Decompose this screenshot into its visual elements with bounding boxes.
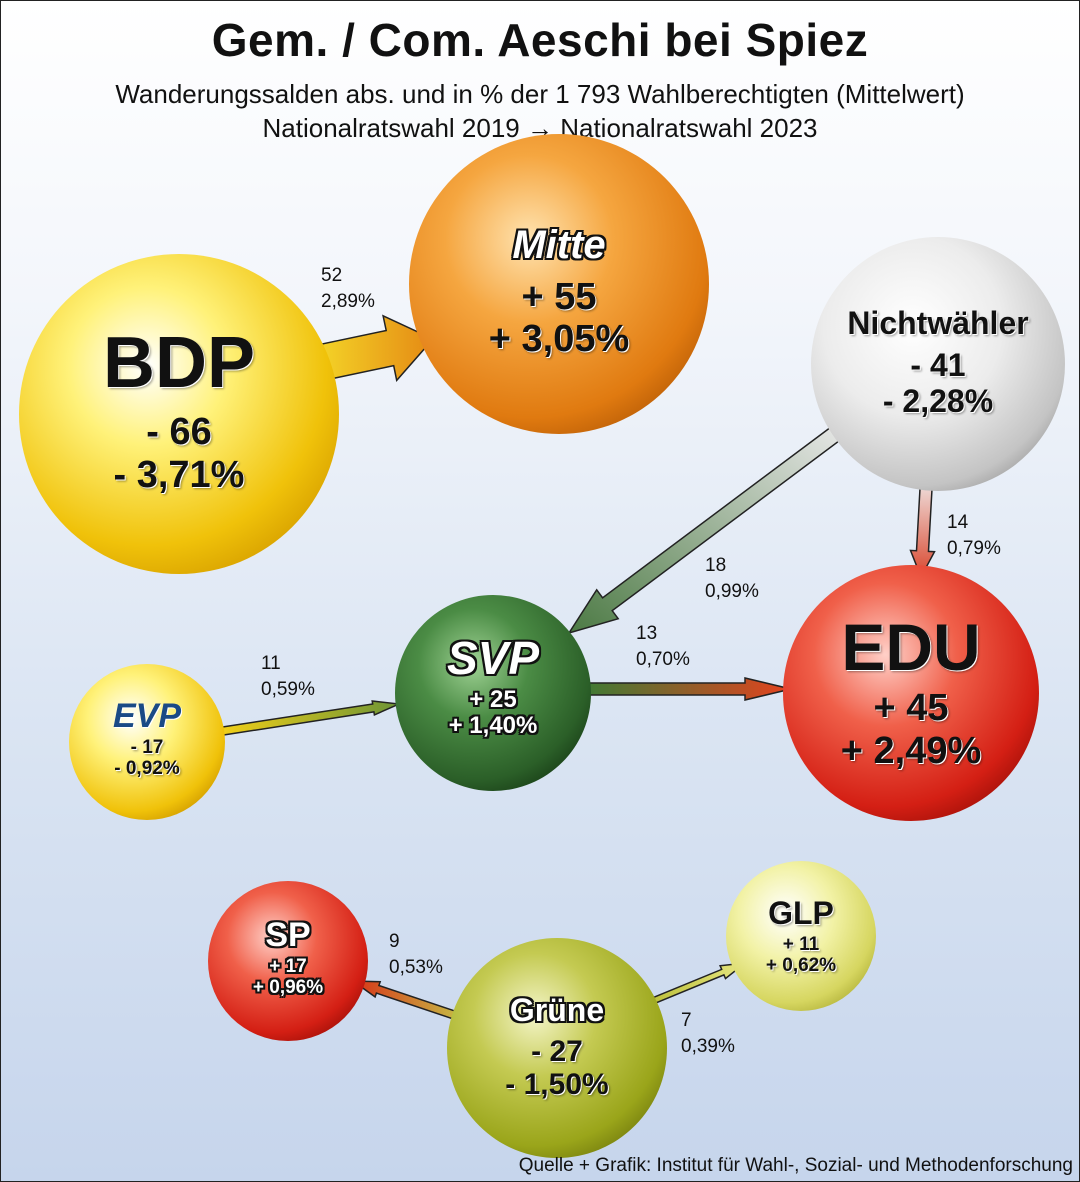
flow-bdp-mitte-pct: 2,89% bbox=[321, 291, 375, 312]
flow-evp-svp-abs: 11 bbox=[261, 653, 281, 674]
node-sp-abs: + 17 bbox=[269, 956, 307, 978]
node-gruene-pct: - 1,50% bbox=[505, 1068, 609, 1102]
node-edu-name: EDU bbox=[841, 610, 981, 684]
bubble-sp bbox=[208, 881, 368, 1041]
node-evp-abs: - 17 bbox=[130, 737, 164, 759]
node-nichtwaehler: Nichtwähler - 41 - 2,28% bbox=[811, 305, 1065, 419]
flow-label-nw-edu: 14 0,79% bbox=[947, 510, 1001, 562]
flow-arrow-gruene-sp bbox=[350, 980, 469, 1024]
flow-label-evp-svp: 11 0,59% bbox=[261, 651, 315, 703]
flow-gruene-sp-abs: 9 bbox=[389, 931, 400, 952]
flow-gruene-glp-pct: 0,39% bbox=[681, 1036, 735, 1057]
flow-arrow-evp-svp bbox=[221, 700, 402, 736]
node-nichtwaehler-abs: - 41 bbox=[910, 346, 966, 383]
page-title: Gem. / Com. Aeschi bei Spiez bbox=[211, 14, 869, 66]
bubble-evp bbox=[69, 664, 225, 820]
node-bdp-abs: - 66 bbox=[146, 411, 212, 453]
flow-svp-edu-abs: 13 bbox=[636, 623, 658, 644]
node-sp: SP + 17 + 0,96% bbox=[208, 916, 368, 999]
node-evp: EVP - 17 - 0,92% bbox=[69, 697, 225, 780]
flow-label-bdp-mitte: 52 2,89% bbox=[321, 263, 375, 315]
flow-arrow-bdp-mitte bbox=[314, 314, 435, 383]
node-nichtwaehler-name: Nichtwähler bbox=[847, 305, 1029, 341]
node-glp: GLP + 11 + 0,62% bbox=[726, 895, 876, 977]
flow-arrow-nw-svp bbox=[567, 423, 845, 635]
bubble-svp bbox=[395, 595, 591, 791]
node-gruene-name: Grüne bbox=[509, 992, 605, 1028]
node-svp-abs: + 25 bbox=[469, 685, 517, 713]
flow-nw-edu-pct: 0,79% bbox=[947, 538, 1001, 559]
flow-nw-svp-abs: 18 bbox=[705, 555, 727, 576]
node-mitte: Mitte + 55 + 3,05% bbox=[409, 223, 709, 361]
source-credit: Quelle + Grafik: Institut für Wahl-, Soz… bbox=[518, 1155, 1073, 1176]
node-glp-name: GLP bbox=[768, 895, 834, 931]
node-svp: SVP + 25 + 1,40% bbox=[395, 632, 591, 740]
node-sp-pct: + 0,96% bbox=[252, 977, 324, 999]
bubble-nichtwaehler bbox=[811, 237, 1065, 491]
node-mitte-abs: + 55 bbox=[521, 275, 597, 318]
flow-label-gruene-glp: 7 0,39% bbox=[681, 1008, 735, 1060]
node-edu: EDU + 45 + 2,49% bbox=[783, 609, 1039, 772]
flow-evp-svp-pct: 0,59% bbox=[261, 679, 315, 700]
node-svp-name: SVP bbox=[446, 632, 540, 684]
bubble-bdp bbox=[19, 254, 339, 574]
flow-label-svp-edu: 13 0,70% bbox=[636, 621, 690, 673]
node-bdp-pct: - 3,71% bbox=[113, 453, 245, 496]
node-mitte-name: Mitte bbox=[512, 223, 606, 267]
node-nichtwaehler-pct: - 2,28% bbox=[882, 382, 994, 419]
node-edu-abs: + 45 bbox=[873, 687, 949, 729]
flow-label-gruene-sp: 9 0,53% bbox=[389, 929, 443, 981]
flow-arrow-svp-edu bbox=[585, 677, 792, 701]
flow-gruene-sp-pct: 0,53% bbox=[389, 957, 443, 978]
flow-label-nw-svp: 18 0,99% bbox=[705, 553, 759, 605]
bubble-edu bbox=[783, 565, 1039, 821]
node-svp-pct: + 1,40% bbox=[448, 712, 538, 740]
bubble-gruene bbox=[447, 938, 667, 1158]
node-gruene-abs: - 27 bbox=[531, 1034, 583, 1068]
flow-nw-svp-pct: 0,99% bbox=[705, 581, 759, 602]
node-gruene: Grüne - 27 - 1,50% bbox=[447, 992, 667, 1102]
flow-nw-edu-abs: 14 bbox=[947, 512, 969, 533]
bubble-glp bbox=[726, 861, 876, 1011]
node-glp-abs: + 11 bbox=[782, 933, 820, 955]
flow-bdp-mitte-abs: 52 bbox=[321, 265, 343, 286]
node-edu-pct: + 2,49% bbox=[840, 729, 982, 772]
flow-gruene-glp-abs: 7 bbox=[681, 1010, 692, 1031]
node-glp-pct: + 0,62% bbox=[765, 955, 837, 977]
subtitle-line1: Wanderungssalden abs. und in % der 1 793… bbox=[115, 79, 965, 109]
node-mitte-pct: + 3,05% bbox=[488, 318, 630, 361]
node-evp-name: EVP bbox=[112, 697, 182, 735]
flow-svp-edu-pct: 0,70% bbox=[636, 649, 690, 670]
node-sp-name: SP bbox=[265, 916, 311, 954]
bubble-mitte bbox=[409, 134, 709, 434]
node-evp-pct: - 0,92% bbox=[114, 758, 180, 780]
node-bdp-name: BDP bbox=[102, 323, 255, 403]
node-bdp: BDP - 66 - 3,71% bbox=[29, 323, 329, 496]
